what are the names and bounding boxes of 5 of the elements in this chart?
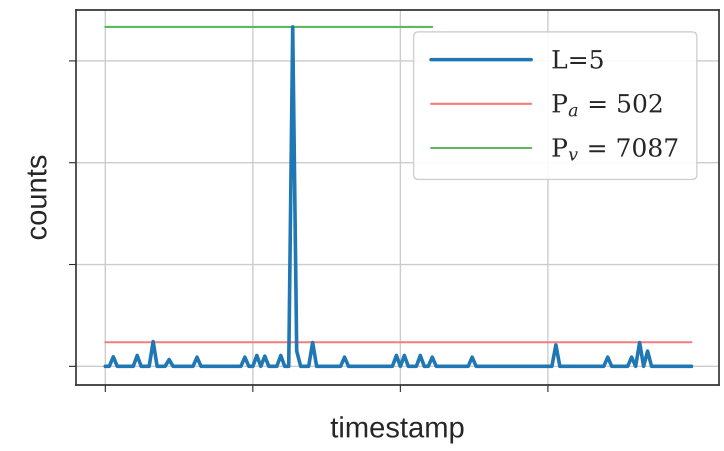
legend-label: L=5 [552,50,603,69]
legend-label: P$_{a}$ = 502 [552,94,662,117]
legend-label: P$_{v}$ = 7087 [552,138,678,160]
y-axis-title: counts [27,156,47,240]
x-axis-title: timestamp [330,416,464,444]
